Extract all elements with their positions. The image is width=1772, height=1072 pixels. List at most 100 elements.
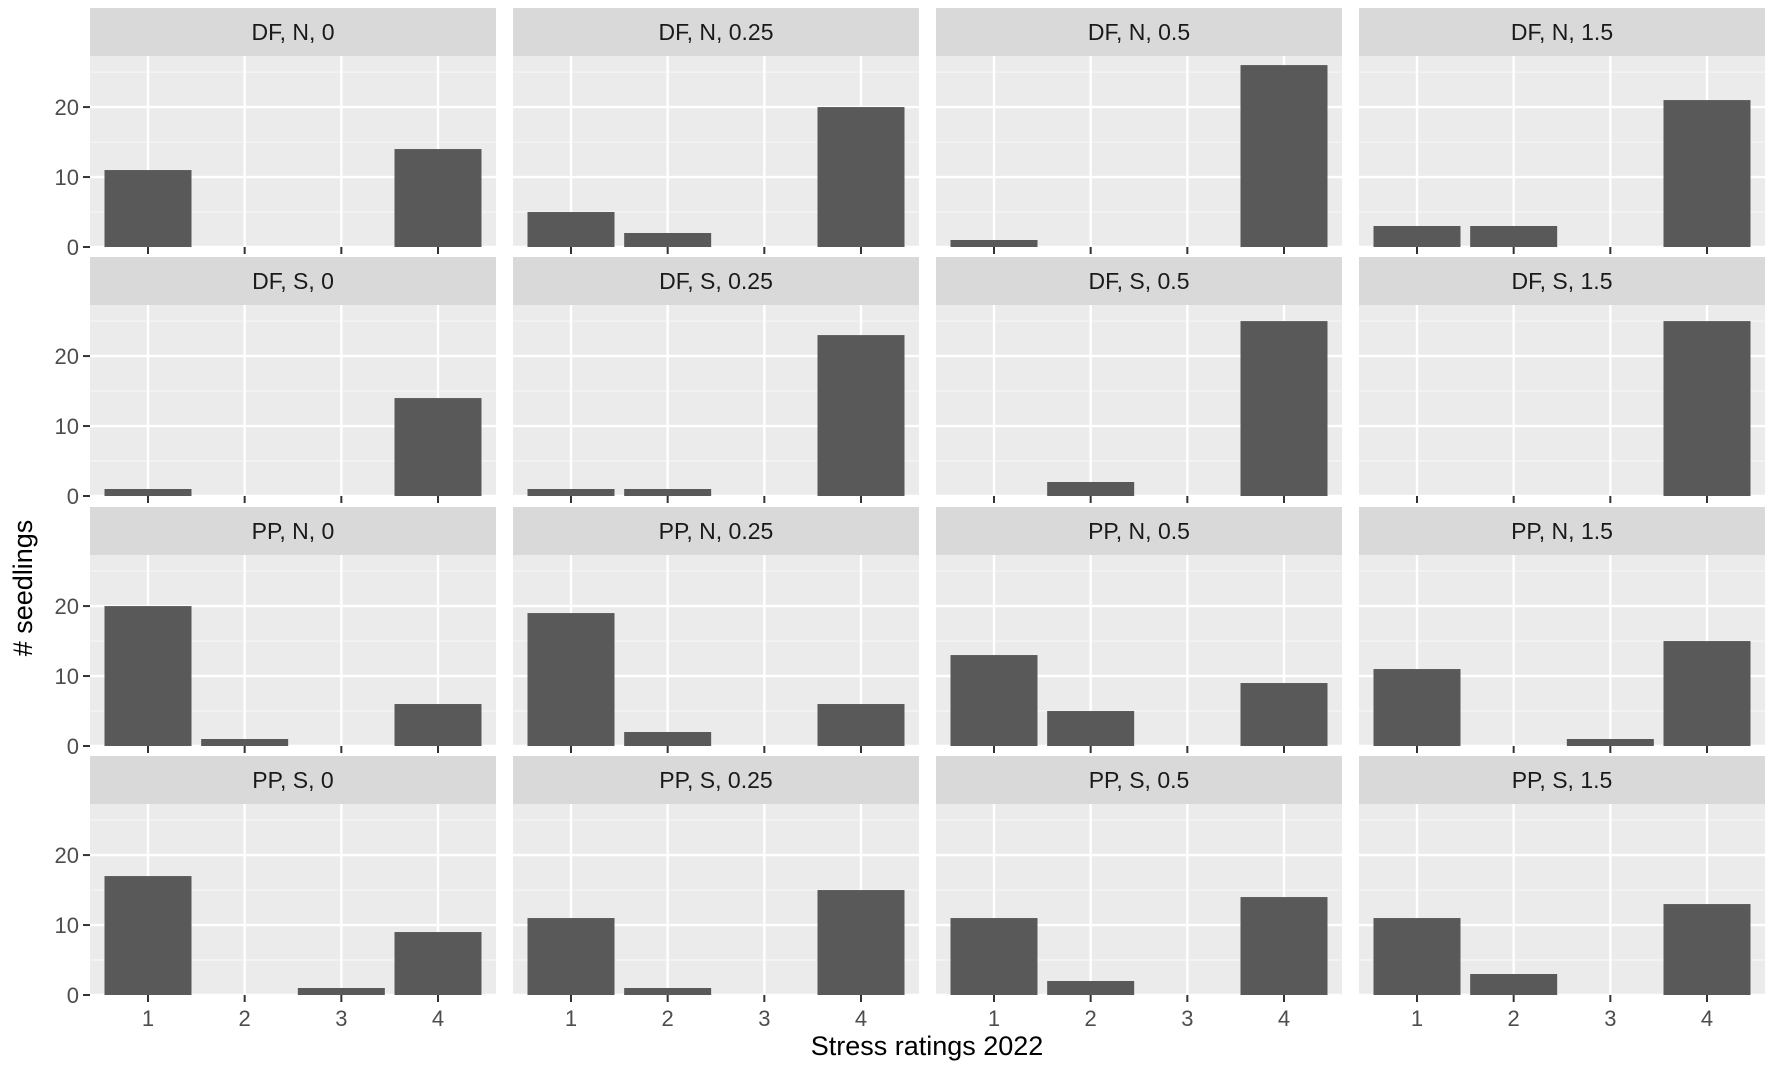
bar: [394, 398, 482, 496]
y-tick-label: 10: [55, 913, 79, 938]
bar: [1663, 641, 1751, 746]
facet-strip: [1359, 257, 1765, 305]
x-tick-label: 3: [1181, 1006, 1193, 1031]
bar: [1047, 981, 1135, 995]
bar: [624, 233, 712, 247]
bar: [1240, 897, 1328, 995]
bar: [297, 988, 385, 995]
x-tick-label: 3: [1604, 1006, 1616, 1031]
facet-label: PP, S, 0.5: [1089, 767, 1190, 793]
facet-panel: PP, S, 0.25: [513, 756, 919, 997]
facet-strip: [1359, 507, 1765, 555]
bar: [527, 489, 615, 496]
x-tick-label: 2: [239, 1006, 251, 1031]
y-axes: 0 10 20 0 10 20 0 10 20 0 10 20: [55, 95, 90, 1008]
facet-label: PP, N, 0.5: [1088, 518, 1190, 544]
bar: [950, 240, 1038, 247]
facet-panel: DF, S, 0.25: [513, 257, 919, 498]
bar: [104, 876, 192, 995]
facet-panels: DF, N, 0 DF, N, 0.25 DF, N, 0.5 DF, N, 1.5 D…: [90, 8, 1765, 997]
bar: [394, 149, 482, 247]
bar: [527, 212, 615, 247]
x-tick-label: 3: [758, 1006, 770, 1031]
bar: [1470, 974, 1558, 995]
facet-panel: DF, N, 1.5: [1359, 8, 1765, 249]
facet-panel: PP, N, 0.25: [513, 507, 919, 748]
x-tick-label: 1: [988, 1006, 1000, 1031]
bar: [394, 932, 482, 995]
facet-label: DF, N, 0.5: [1088, 19, 1190, 45]
x-tick-label: 4: [855, 1006, 867, 1031]
facet-strip: [513, 756, 919, 804]
bar: [1373, 918, 1461, 995]
bar: [817, 704, 905, 746]
bar: [1240, 321, 1328, 496]
y-tick-label: 0: [67, 983, 79, 1008]
facet-panel: DF, N, 0.25: [513, 8, 919, 249]
facet-panel: DF, N, 0.5: [936, 8, 1342, 249]
facet-panel: DF, S, 1.5: [1359, 257, 1765, 498]
bar: [201, 739, 289, 746]
facet-strip: [936, 8, 1342, 56]
bar: [1240, 683, 1328, 746]
facet-panel: DF, N, 0: [90, 8, 496, 249]
bar: [527, 918, 615, 995]
x-tick-label: 3: [335, 1006, 347, 1031]
x-tick-label: 4: [1278, 1006, 1290, 1031]
facet-label: DF, S, 0: [252, 268, 334, 294]
facet-panel: DF, S, 0: [90, 257, 496, 498]
y-tick-label: 0: [67, 484, 79, 509]
x-tick-label: 1: [142, 1006, 154, 1031]
y-tick-label: 20: [55, 594, 79, 619]
facet-panel: PP, N, 0.5: [936, 507, 1342, 748]
facet-strip: [936, 756, 1342, 804]
facet-label: DF, S, 0.5: [1089, 268, 1190, 294]
x-axis-title: Stress ratings 2022: [811, 1031, 1044, 1061]
facet-strip: [513, 257, 919, 305]
facet-label: PP, S, 1.5: [1512, 767, 1613, 793]
facet-strip: [513, 8, 919, 56]
x-tick-label: 2: [1508, 1006, 1520, 1031]
facet-panel: PP, S, 1.5: [1359, 756, 1765, 997]
y-tick-label: 20: [55, 95, 79, 120]
bar: [104, 606, 192, 746]
facet-panel: PP, S, 0: [90, 756, 496, 997]
bar: [1470, 226, 1558, 247]
y-tick-label: 10: [55, 414, 79, 439]
x-tick-label: 2: [1085, 1006, 1097, 1031]
bar: [1047, 482, 1135, 496]
x-axes: 1 2 3 4 1 2 3 4 1 2 3 4 1 2 3 4: [142, 247, 1713, 1031]
facet-strip: [1359, 756, 1765, 804]
facet-strip: [513, 507, 919, 555]
facet-strip: [90, 257, 496, 305]
y-tick-label: 10: [55, 664, 79, 689]
y-tick-label: 20: [55, 344, 79, 369]
bar: [527, 613, 615, 746]
bar: [817, 107, 905, 247]
facet-label: DF, N, 1.5: [1511, 19, 1613, 45]
y-tick-label: 0: [67, 734, 79, 759]
facet-strip: [1359, 8, 1765, 56]
bar: [817, 335, 905, 496]
bar: [817, 890, 905, 995]
bar: [1663, 904, 1751, 995]
facet-strip: [90, 756, 496, 804]
bar: [394, 704, 482, 746]
bar: [1566, 739, 1654, 746]
bar: [1047, 711, 1135, 746]
x-tick-label: 1: [1411, 1006, 1423, 1031]
facet-label: DF, N, 0.25: [658, 19, 773, 45]
bar: [624, 732, 712, 746]
facet-panel: PP, S, 0.5: [936, 756, 1342, 997]
bar: [104, 170, 192, 247]
bar: [624, 489, 712, 496]
facet-strip: [90, 8, 496, 56]
bar: [950, 655, 1038, 746]
x-tick-label: 2: [662, 1006, 674, 1031]
y-tick-label: 0: [67, 235, 79, 260]
facet-panel: PP, N, 0: [90, 507, 496, 748]
y-tick-label: 20: [55, 843, 79, 868]
facet-label: DF, S, 0.25: [659, 268, 773, 294]
facet-label: PP, N, 0: [252, 518, 335, 544]
